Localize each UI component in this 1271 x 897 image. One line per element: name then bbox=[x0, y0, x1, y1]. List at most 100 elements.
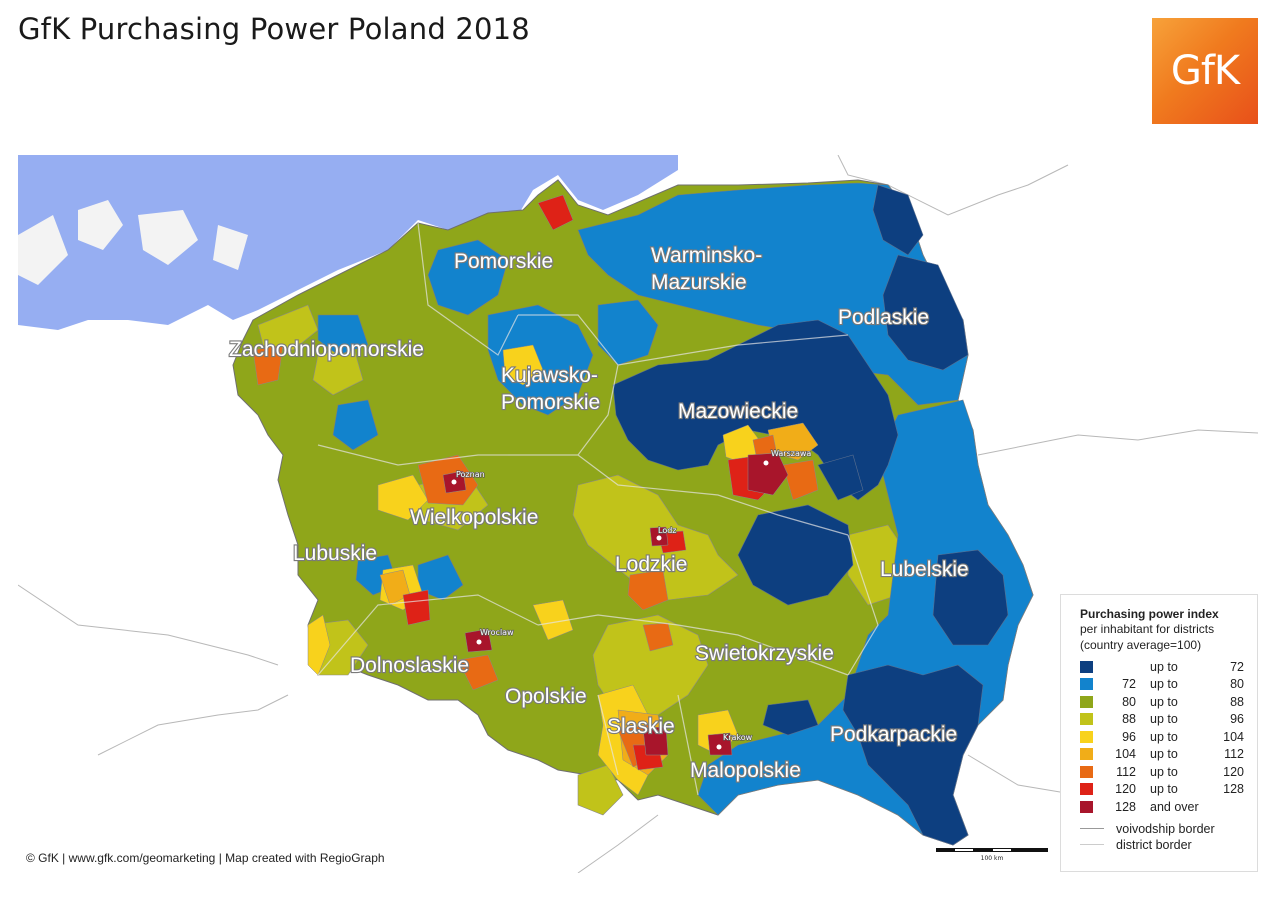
legend-row: 128 and over bbox=[1080, 798, 1244, 816]
region-label-lodzkie: Lodzkie bbox=[615, 553, 687, 576]
voivodship-border-swatch bbox=[1080, 828, 1104, 829]
region-label-mazurskie: Mazurskie bbox=[651, 271, 747, 294]
orange-districts bbox=[252, 344, 819, 768]
city-label-lodz: Lodz bbox=[658, 526, 677, 535]
legend-swatch bbox=[1080, 781, 1102, 799]
district-border-label: district border bbox=[1116, 837, 1192, 852]
legend-row: 72 up to 80 bbox=[1080, 676, 1244, 694]
scale-bar: 100 km bbox=[936, 848, 1048, 862]
gfk-logo: GfK bbox=[1152, 18, 1258, 124]
legend-classes: up to 72 72 up to 80 80 up to 88 88 up to 96 96 up t… bbox=[1080, 658, 1244, 816]
legend-row: 80 up to 88 bbox=[1080, 693, 1244, 711]
map-title: GfK Purchasing Power Poland 2018 bbox=[18, 12, 530, 46]
legend-swatch-box bbox=[1080, 800, 1093, 813]
city-dots bbox=[451, 460, 769, 750]
legend-low: 120 bbox=[1115, 782, 1136, 797]
region-label-podlaskie: Podlaskie bbox=[838, 306, 929, 329]
city-label-wroclaw: Wroclaw bbox=[480, 628, 514, 637]
legend-mid: up to bbox=[1150, 747, 1178, 762]
region-label-podkarpackie: Podkarpackie bbox=[830, 723, 957, 746]
legend-mid: up to bbox=[1150, 659, 1178, 674]
legend-row: 120 up to 128 bbox=[1080, 781, 1244, 799]
legend-mid: up to bbox=[1150, 729, 1178, 744]
legend-low: 112 bbox=[1116, 764, 1136, 779]
legend-row: 96 up to 104 bbox=[1080, 728, 1244, 746]
legend-low: 72 bbox=[1122, 677, 1136, 692]
region-label-warminsko: Warminsko- bbox=[651, 244, 762, 267]
logo-text: GfK bbox=[1170, 48, 1240, 94]
legend-swatch-box bbox=[1080, 695, 1093, 708]
legend-swatch bbox=[1080, 728, 1102, 746]
voivodship-border-label: voivodship border bbox=[1116, 821, 1215, 836]
scale-label: 100 km bbox=[980, 855, 1004, 862]
poznan-dot bbox=[451, 479, 457, 485]
legend-high: 104 bbox=[1223, 729, 1244, 744]
legend-swatch bbox=[1080, 658, 1102, 676]
legend-swatch bbox=[1080, 693, 1102, 711]
legend-row: up to 72 bbox=[1080, 658, 1244, 676]
map-credit: © GfK | www.gfk.com/geomarketing | Map c… bbox=[26, 851, 385, 865]
city-label-krakow: Krakow bbox=[723, 733, 753, 742]
lodz-dot bbox=[656, 535, 662, 541]
neighbour-borders bbox=[18, 155, 1258, 873]
region-label-kujawsko-pomorskie: Pomorskie bbox=[501, 391, 600, 414]
darkblue-districts bbox=[612, 184, 1009, 846]
region-label-pomorskie: Pomorskie bbox=[454, 250, 553, 273]
scale-bar-graphic bbox=[936, 848, 1048, 852]
legend-swatch-box bbox=[1080, 748, 1093, 761]
legend-mid: up to bbox=[1150, 764, 1178, 779]
region-label-slaskie: Slaskie bbox=[607, 715, 675, 738]
region-label-mazowieckie: Mazowieckie bbox=[678, 400, 798, 423]
wroclaw-dot bbox=[476, 639, 482, 645]
legend-high bbox=[1212, 798, 1244, 816]
region-label-lubuskie: Lubuskie bbox=[293, 542, 377, 565]
legend-swatch bbox=[1080, 798, 1102, 816]
legend-mid: up to bbox=[1150, 782, 1178, 797]
danish-islands bbox=[18, 200, 248, 285]
krakow-dot bbox=[716, 744, 722, 750]
region-label-lubelskie: Lubelskie bbox=[880, 558, 969, 581]
legend-mid: up to bbox=[1150, 694, 1178, 709]
region-label-malopolskie: Malopolskie bbox=[690, 759, 801, 782]
legend-swatch bbox=[1080, 763, 1102, 781]
region-label-wielkopolskie: Wielkopolskie bbox=[410, 506, 538, 529]
district-border-swatch bbox=[1080, 844, 1104, 845]
legend-low: 80 bbox=[1122, 694, 1136, 709]
legend-swatch-box bbox=[1080, 678, 1093, 691]
legend-swatch-box bbox=[1080, 765, 1093, 778]
legend-mid: up to bbox=[1150, 712, 1178, 727]
legend-subtitle: per inhabitant for districts bbox=[1080, 622, 1215, 636]
legend-swatch-box bbox=[1080, 783, 1093, 796]
legend-title: Purchasing power index bbox=[1080, 607, 1219, 621]
legend-mid: and over bbox=[1150, 799, 1199, 814]
legend-swatch-box bbox=[1080, 660, 1093, 673]
voivodship-borders bbox=[317, 222, 879, 796]
warszawa-dot bbox=[763, 460, 769, 466]
baltic-sea bbox=[18, 155, 678, 330]
region-label-zachodniopomorskie: Zachodniopomorskie bbox=[229, 338, 424, 361]
legend-swatch-box bbox=[1080, 730, 1093, 743]
legend-voivodship-border: voivodship border bbox=[1080, 822, 1247, 836]
region-label-opolskie: Opolskie bbox=[505, 685, 587, 708]
legend-low: 88 bbox=[1122, 712, 1136, 727]
legend-subtitle-2: (country average=100) bbox=[1080, 638, 1202, 652]
legend-swatch-box bbox=[1080, 713, 1093, 726]
legend-high: 120 bbox=[1223, 764, 1244, 779]
legend-high: 88 bbox=[1230, 694, 1244, 709]
city-label-poznan: Poznan bbox=[456, 470, 485, 479]
legend-low: 104 bbox=[1115, 747, 1136, 762]
city-label-warszawa: Warszawa bbox=[771, 449, 811, 458]
legend-low: 128 bbox=[1115, 799, 1136, 814]
region-label-kujawsko: Kujawsko- bbox=[501, 364, 598, 387]
legend-mid: up to bbox=[1150, 677, 1178, 692]
legend-high: 72 bbox=[1230, 659, 1244, 674]
legend-row: 88 up to 96 bbox=[1080, 711, 1244, 729]
legend-swatch bbox=[1080, 676, 1102, 694]
legend-high: 80 bbox=[1230, 677, 1244, 692]
map-panel: Pomorskie Warminsko- Mazurskie Podlaskie… bbox=[18, 155, 1258, 873]
legend-low bbox=[1102, 658, 1142, 676]
legend-low: 96 bbox=[1122, 729, 1136, 744]
legend: Purchasing power index per inhabitant fo… bbox=[1060, 594, 1258, 872]
region-label-swietokrzyskie: Swietokrzyskie bbox=[695, 642, 834, 665]
legend-high: 112 bbox=[1224, 747, 1244, 762]
